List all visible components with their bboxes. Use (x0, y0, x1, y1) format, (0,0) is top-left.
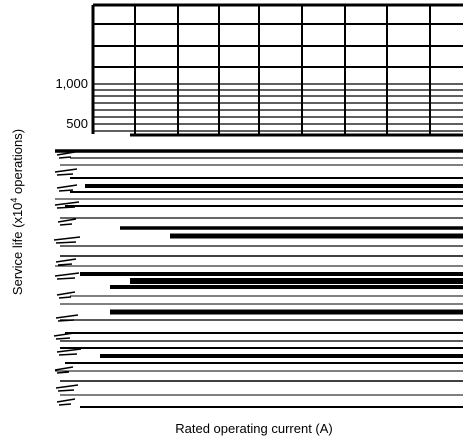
artifact-band (55, 198, 463, 200)
artifact-band (130, 133, 463, 137)
artifact-band (55, 149, 463, 153)
scan-artifact-bands (53, 133, 463, 408)
artifact-fragment (56, 184, 78, 192)
artifact-band (60, 394, 463, 396)
artifact-fragment (53, 236, 81, 244)
artifact-band (70, 191, 463, 193)
artifact-band (110, 309, 463, 315)
artifact-band (70, 157, 463, 159)
y-axis-title-main: Service life (x10 (10, 203, 25, 295)
artifact-fragment (54, 201, 80, 209)
x-axis-title: Rated operating current (A) (175, 421, 333, 436)
artifact-fragment (55, 314, 79, 322)
artifact-band (65, 205, 463, 207)
y-axis-title-sup: 4 (9, 198, 19, 203)
artifact-band (80, 272, 463, 276)
y-axis-title: Service life (x104 operations) (9, 129, 25, 295)
artifact-fragment (54, 272, 80, 280)
y-axis-title-tail: operations) (10, 129, 25, 198)
artifact-band (55, 370, 463, 372)
artifact-fragment (56, 291, 76, 299)
artifact-band (70, 295, 463, 297)
artifact-band (70, 177, 463, 179)
artifact-fragment (54, 366, 74, 374)
artifact-fragment (57, 218, 77, 226)
artifact-band (110, 285, 463, 289)
artifact-band (60, 164, 463, 166)
artifact-band (60, 245, 463, 247)
artifact-band (100, 354, 463, 358)
artifact-band (55, 265, 463, 267)
artifact-band (60, 217, 463, 219)
artifact-fragment (55, 258, 77, 266)
artifact-band (120, 226, 463, 230)
artifact-fragment (53, 332, 75, 340)
artifact-fragment (54, 168, 78, 176)
artifact-band (60, 380, 463, 382)
y-tick-label: 500 (66, 116, 88, 131)
y-tick-label: 1,000 (55, 76, 88, 91)
artifact-band (60, 255, 463, 257)
artifact-band (60, 347, 463, 349)
artifact-band (80, 406, 463, 408)
artifact-band (130, 278, 463, 284)
minor-grid (93, 83, 463, 132)
artifact-band (60, 303, 463, 305)
artifact-band (65, 362, 463, 364)
artifact-band (60, 319, 463, 321)
artifact-band (170, 233, 463, 239)
artifact-fragment (56, 398, 76, 406)
artifact-fragment (56, 151, 76, 159)
artifact-fragment (56, 348, 82, 356)
artifact-band (65, 332, 463, 334)
artifact-band (85, 184, 463, 188)
major-grid (91, 3, 463, 134)
y-tick-labels: 1,000 500 (55, 76, 88, 131)
artifact-band (60, 340, 463, 342)
artifact-fragment (55, 384, 79, 392)
